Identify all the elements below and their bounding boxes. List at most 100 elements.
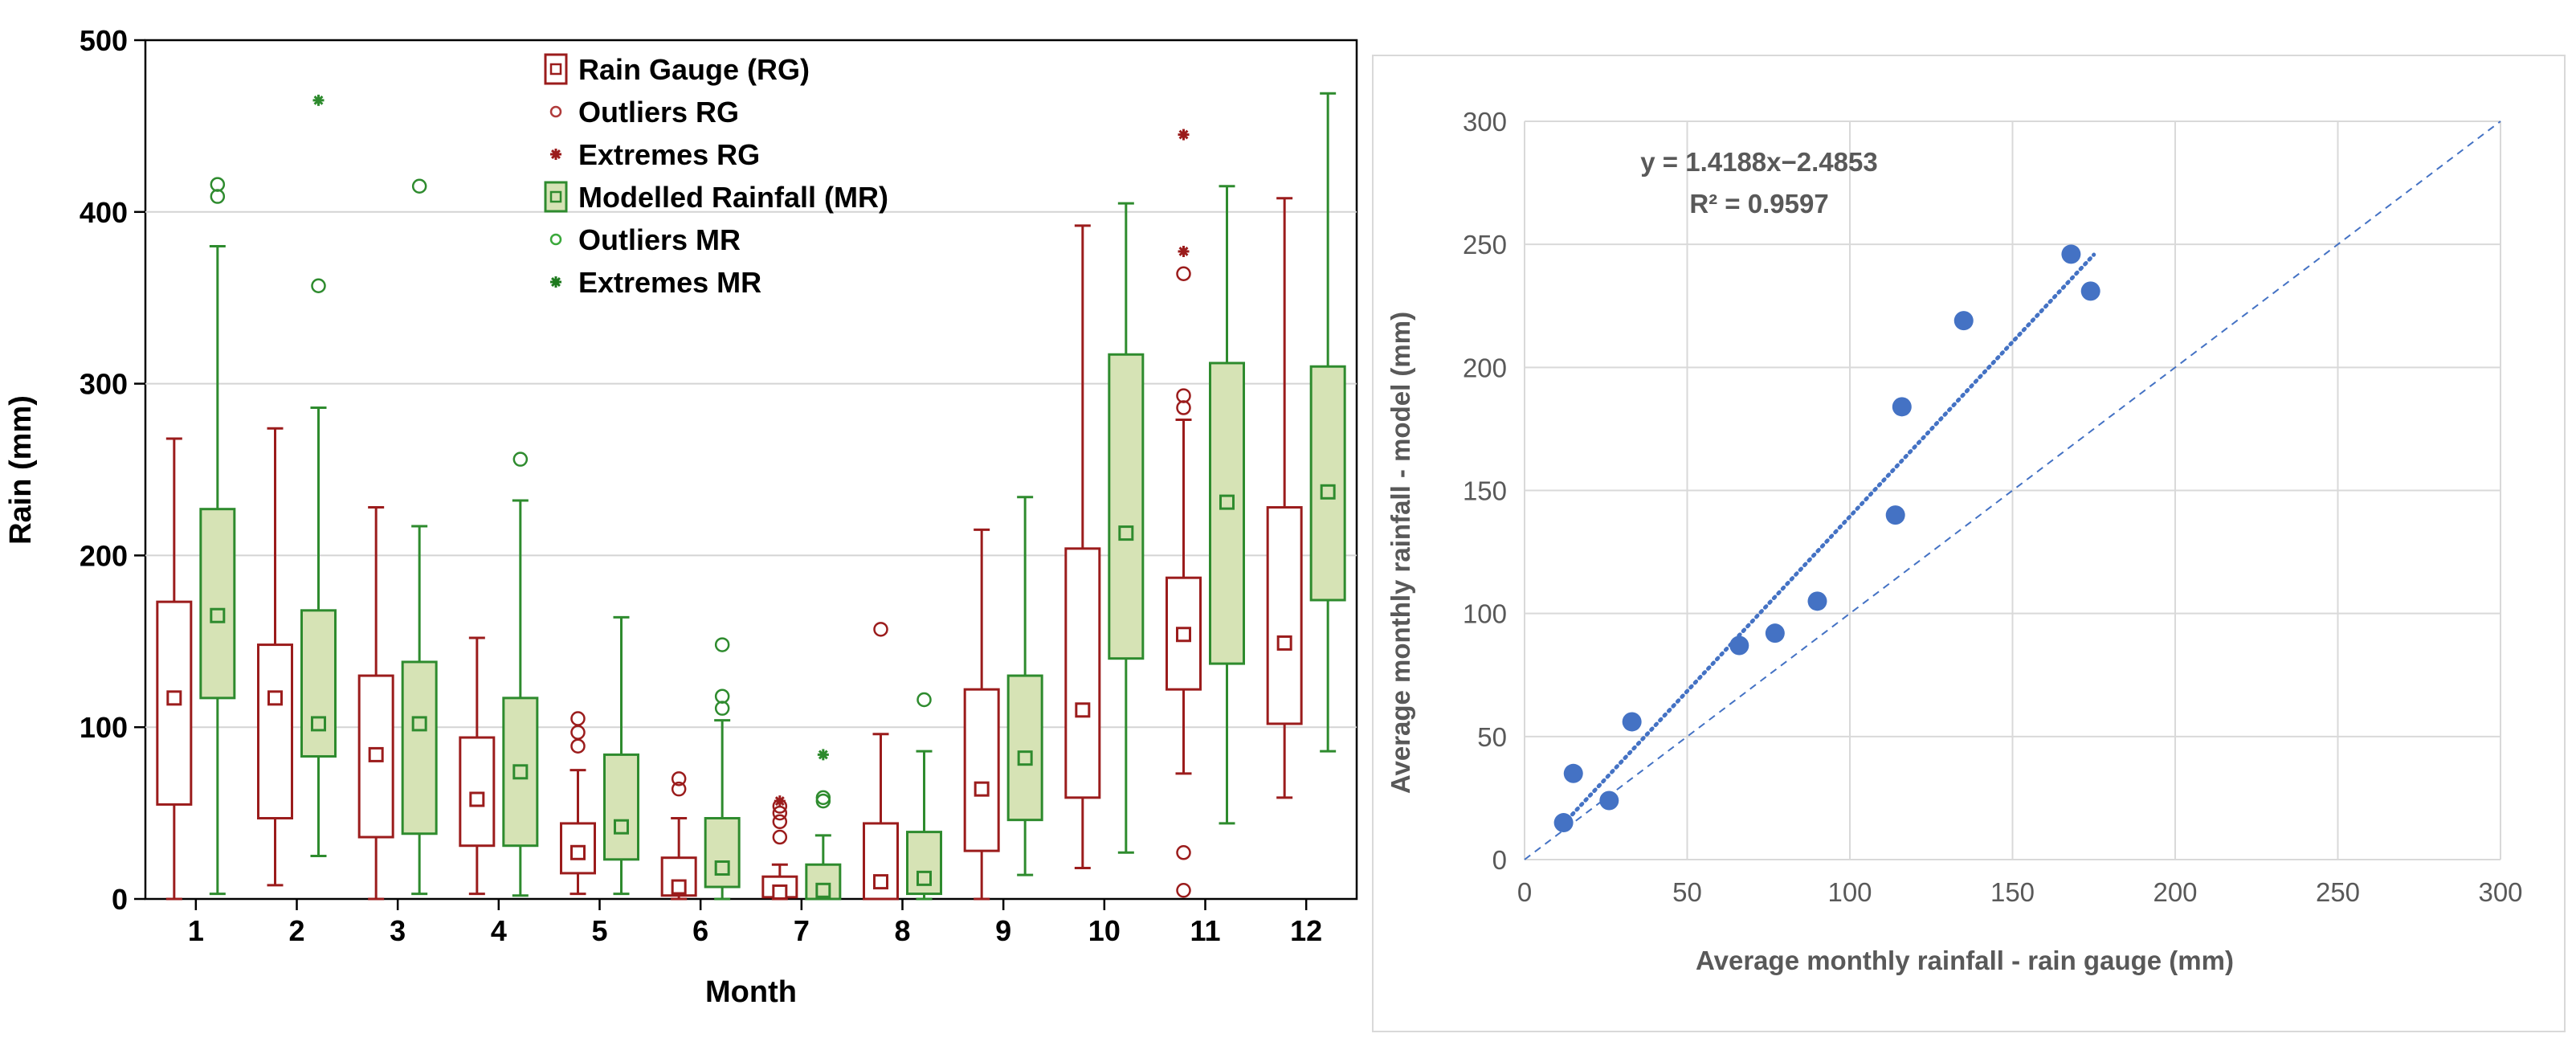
mr-box-month-1 [199,177,236,896]
rg-box [459,736,496,848]
rg-box-month-12 [1266,197,1303,799]
box-plot-x-ticks: 1 2 3 4 5 6 7 8 9 10 11 12 [188,899,1322,947]
legend-label: Rain Gauge (RG) [578,53,810,86]
mr-outlier [714,688,730,704]
trendline-equation: y = 1.4188x−2.4853 [1640,147,1877,177]
mr-box-month-3 [401,178,438,896]
mr-box-month-7 [805,749,842,901]
legend-outlier-symbol [549,233,562,246]
rg-outlier [1176,883,1191,898]
rg-box [1064,547,1101,799]
box-x-tick-label: 4 [491,914,507,947]
box-x-tick-label: 12 [1290,914,1322,947]
mr-box-month-4 [502,451,539,897]
box-y-tick-label: 500 [80,24,128,57]
legend-entry: Outliers MR [549,223,741,256]
legend-outlier-symbol [549,105,562,118]
box-y-tick-label: 200 [80,539,128,572]
legend-box-symbol [544,181,568,213]
rg-median-marker [772,884,788,900]
rg-outlier [570,711,586,726]
legend-median-symbol [549,63,562,76]
rg-median-marker [570,844,586,860]
rg-box-month-6 [660,771,697,901]
mr-box [199,508,236,700]
rg-median-marker [1075,702,1091,718]
mr-median-marker [614,819,629,835]
box-y-tick-label: 0 [112,883,128,916]
scatter-x-axis-label: Average monthly rainfall - rain gauge (m… [1696,946,2234,975]
rg-box-month-4 [459,636,496,896]
legend-median-symbol [549,190,562,203]
mr-box [401,660,438,835]
rg-median-marker [267,690,283,706]
mr-box-month-9 [1006,496,1043,876]
scatter-y-tick-label: 100 [1463,599,1507,629]
rg-median-marker [368,746,384,762]
scatter-x-tick-label: 100 [1827,877,1872,907]
mr-median-marker [714,860,730,876]
box-x-tick-label: 8 [894,914,910,947]
rg-box-month-1 [156,437,193,901]
scatter-y-tick-label: 150 [1463,476,1507,506]
scatter-point [1885,505,1905,525]
legend-entry: Extremes RG [550,138,760,171]
one-to-one-reference-line [1524,121,2501,860]
box-y-tick-label: 400 [80,196,128,229]
scatter-y-ticks: 0 50 100 150 200 250 300 [1463,107,1507,875]
rg-median-marker [469,791,485,807]
scatter-point [1892,397,1912,417]
mr-box [603,753,639,861]
scatter-x-tick-label: 50 [1672,877,1702,907]
scatter-x-tick-label: 250 [2316,877,2360,907]
box-plot-series [156,92,1346,901]
box-plot-gridlines [145,210,1357,729]
mr-median-marker [1320,484,1336,500]
box-x-tick-label: 11 [1190,914,1220,947]
scatter-point [1553,813,1574,833]
mr-outlier [210,177,226,192]
scatter-gridlines [1524,121,2501,860]
box-x-tick-label: 6 [692,914,708,947]
mr-box-month-11 [1209,185,1245,825]
rg-outlier [873,622,888,637]
rg-extreme [1178,245,1190,257]
rg-outlier [1176,845,1191,860]
scatter-x-tick-label: 300 [2478,877,2522,907]
mr-box-month-12 [1309,92,1346,753]
legend-entry: Modelled Rainfall (MR) [544,181,888,214]
rg-box [963,688,1000,852]
legend-extreme-symbol [550,276,561,288]
mr-outlier [411,178,427,194]
rg-box [1266,506,1303,725]
rg-box [257,643,293,820]
mr-extreme [817,749,829,761]
mr-median-marker [1118,525,1134,541]
rg-box-month-8 [863,622,899,901]
legend-entry: Extremes MR [550,266,761,299]
rg-outlier [772,814,788,830]
box-plot-area [144,39,1358,901]
mr-median-marker [210,607,226,623]
scatter-point [1953,311,1974,331]
scatter-point [1563,763,1583,783]
mr-outlier [714,637,730,652]
scatter-lines [1524,121,2501,860]
box-plot-y-ticks: 0 100 200 300 400 500 [80,24,145,916]
scatter-chart: 0 50 100 150 200 250 300 0 50 100 150 200 250 300 y … [1372,55,2566,1032]
mr-median-marker [311,716,326,732]
mr-outlier [815,790,831,806]
legend-label: Extremes RG [578,138,760,171]
rg-box [156,600,193,806]
scatter-chart-frame [1372,55,2566,1032]
rg-outlier [671,781,687,797]
linear-trendline [1562,252,2096,826]
scatter-point [1729,635,1749,656]
scatter-points [1553,244,2100,833]
rg-box-month-5 [560,711,596,896]
scatter-point [2061,244,2081,264]
rg-extreme [774,795,786,807]
scatter-point [1807,591,1827,611]
rg-box-month-2 [257,427,293,887]
rg-box-month-11 [1166,129,1202,898]
